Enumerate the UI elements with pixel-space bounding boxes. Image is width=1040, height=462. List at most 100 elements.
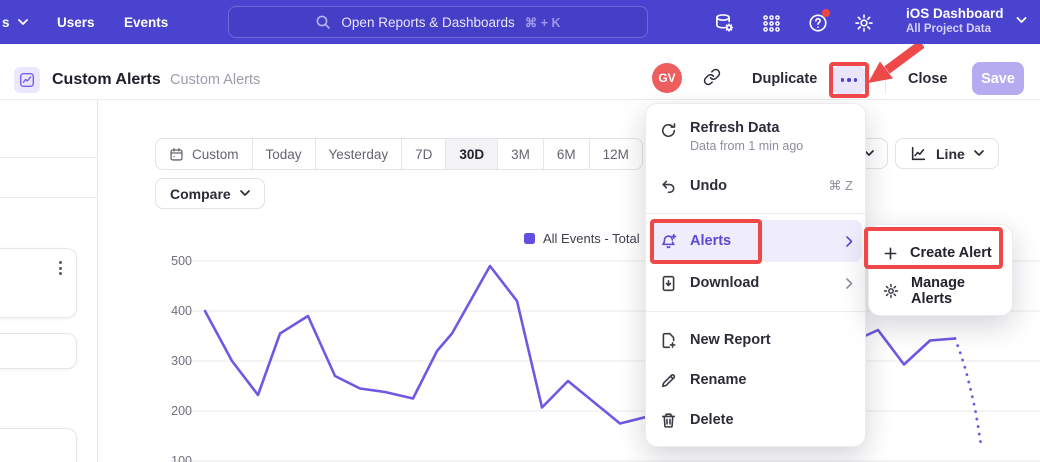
chevron-right-icon <box>846 277 853 289</box>
page-title: Custom Alerts <box>52 71 161 88</box>
chevron-down-icon <box>17 18 28 25</box>
chart-type-selector[interactable]: Line <box>895 138 999 169</box>
menu-item-alerts[interactable]: Alerts <box>651 220 862 262</box>
trash-icon <box>660 412 677 429</box>
date-range-label: Custom <box>192 146 239 162</box>
y-tick: 300 <box>171 354 192 368</box>
notification-dot <box>822 9 830 17</box>
copy-link-icon <box>703 68 721 86</box>
menu-item-new-report[interactable]: New Report <box>646 320 867 360</box>
nav-item-events[interactable]: Events <box>124 0 168 44</box>
copy-link-button[interactable] <box>703 68 721 91</box>
menu-item-undo[interactable]: Undo ⌘ Z <box>646 166 867 206</box>
menu-divider <box>646 213 867 214</box>
project-switcher[interactable]: iOS Dashboard All Project Data <box>906 5 1027 36</box>
project-scope: All Project Data <box>906 23 991 35</box>
date-range-control: Custom Today Yesterday 7D 30D 3M 6M 12M <box>155 138 643 170</box>
y-tick: 500 <box>171 254 192 268</box>
compare-label: Compare <box>170 185 231 202</box>
report-header: Custom Alerts Custom Alerts GV Duplicate… <box>0 44 1040 100</box>
sidebar-divider <box>0 197 98 198</box>
chart-line-solid <box>203 264 957 425</box>
insights-report-icon <box>14 67 40 93</box>
alerts-submenu: Create Alert Manage Alerts <box>868 224 1013 316</box>
submenu-label: Manage Alerts <box>911 275 965 307</box>
menu-label: New Report <box>690 332 771 348</box>
close-button[interactable]: Close <box>908 71 948 87</box>
menu-divider <box>646 311 867 312</box>
search-placeholder: Open Reports & Dashboards <box>341 14 515 30</box>
submenu-item-manage-alerts[interactable]: Manage Alerts <box>869 271 1014 311</box>
menu-sublabel: Data from 1 min ago <box>690 139 804 153</box>
date-range-yesterday[interactable]: Yesterday <box>314 139 402 169</box>
breadcrumb: Custom Alerts <box>170 72 261 88</box>
chevron-down-icon <box>973 150 984 156</box>
menu-label: Delete <box>690 412 734 428</box>
help-icon[interactable] <box>806 9 830 35</box>
sidebar-card[interactable] <box>0 248 77 318</box>
save-button[interactable]: Save <box>972 62 1024 95</box>
avatar[interactable]: GV <box>652 63 682 93</box>
nav-item-partial[interactable]: s <box>2 0 28 44</box>
gear-icon <box>883 283 899 299</box>
sidebar-card[interactable] <box>0 333 77 369</box>
apps-grid-icon[interactable] <box>759 11 783 35</box>
plus-icon <box>883 246 898 261</box>
nav-partial-label: s <box>2 14 10 30</box>
download-icon <box>660 275 677 292</box>
submenu-item-create-alert[interactable]: Create Alert <box>869 233 1014 273</box>
top-nav: s Users Events Open Reports & Dashboards… <box>0 0 1040 44</box>
settings-gear-icon[interactable] <box>852 11 876 35</box>
menu-label: Undo <box>690 178 728 194</box>
search-shortcut: ⌘ + K <box>524 15 561 30</box>
menu-shortcut: ⌘ Z <box>828 178 853 193</box>
date-range-today[interactable]: Today <box>251 139 315 169</box>
search-icon <box>317 15 331 29</box>
menu-item-rename[interactable]: Rename <box>646 360 867 400</box>
chevron-down-icon <box>1016 17 1026 23</box>
menu-item-delete[interactable]: Delete <box>646 400 867 440</box>
more-ellipsis-button[interactable] <box>833 66 865 94</box>
calendar-icon <box>170 147 183 161</box>
menu-label: Download <box>690 275 760 291</box>
date-range-7d[interactable]: 7D <box>401 139 445 169</box>
data-management-icon[interactable] <box>712 11 736 35</box>
kebab-menu-icon[interactable] <box>59 261 62 275</box>
menu-item-refresh-data[interactable]: Refresh Data Data from 1 min ago <box>646 114 867 158</box>
y-tick: 100 <box>171 454 192 462</box>
date-range-custom[interactable]: Custom <box>156 139 252 169</box>
date-range-12m[interactable]: 12M <box>588 139 642 169</box>
pencil-icon <box>660 372 677 389</box>
alert-bell-plus-icon <box>660 233 677 250</box>
legend-label: All Events - Total <box>543 231 640 246</box>
y-tick: 400 <box>171 304 192 318</box>
y-tick: 200 <box>171 404 192 418</box>
menu-label: Alerts <box>690 233 732 249</box>
date-range-30d[interactable]: 30D <box>445 139 498 169</box>
global-search-input[interactable]: Open Reports & Dashboards ⌘ + K <box>228 6 648 38</box>
chevron-down-icon <box>239 190 250 196</box>
header-divider <box>885 66 886 94</box>
date-range-6m[interactable]: 6M <box>542 139 589 169</box>
nav-users-label: Users <box>57 14 95 30</box>
chevron-down-icon <box>864 150 874 156</box>
legend-swatch <box>524 233 535 244</box>
compare-button[interactable]: Compare <box>155 178 265 209</box>
line-chart-icon <box>911 146 926 161</box>
sidebar-card[interactable] <box>0 428 77 462</box>
menu-label: Rename <box>690 372 747 388</box>
chart-type-label: Line <box>936 145 965 162</box>
menu-label: Refresh Data <box>690 120 780 136</box>
refresh-icon <box>660 122 677 139</box>
nav-item-users[interactable]: Users <box>57 0 95 44</box>
nav-events-label: Events <box>124 14 169 30</box>
new-report-icon <box>660 332 677 349</box>
more-options-menu: Refresh Data Data from 1 min ago Undo ⌘ … <box>645 103 867 447</box>
submenu-label: Create Alert <box>910 245 992 261</box>
date-range-3m[interactable]: 3M <box>497 139 543 169</box>
undo-icon <box>660 178 677 195</box>
chart-legend[interactable]: All Events - Total <box>524 231 640 246</box>
menu-item-download[interactable]: Download <box>646 262 867 304</box>
chevron-right-icon <box>846 235 853 247</box>
duplicate-button[interactable]: Duplicate <box>752 71 818 87</box>
